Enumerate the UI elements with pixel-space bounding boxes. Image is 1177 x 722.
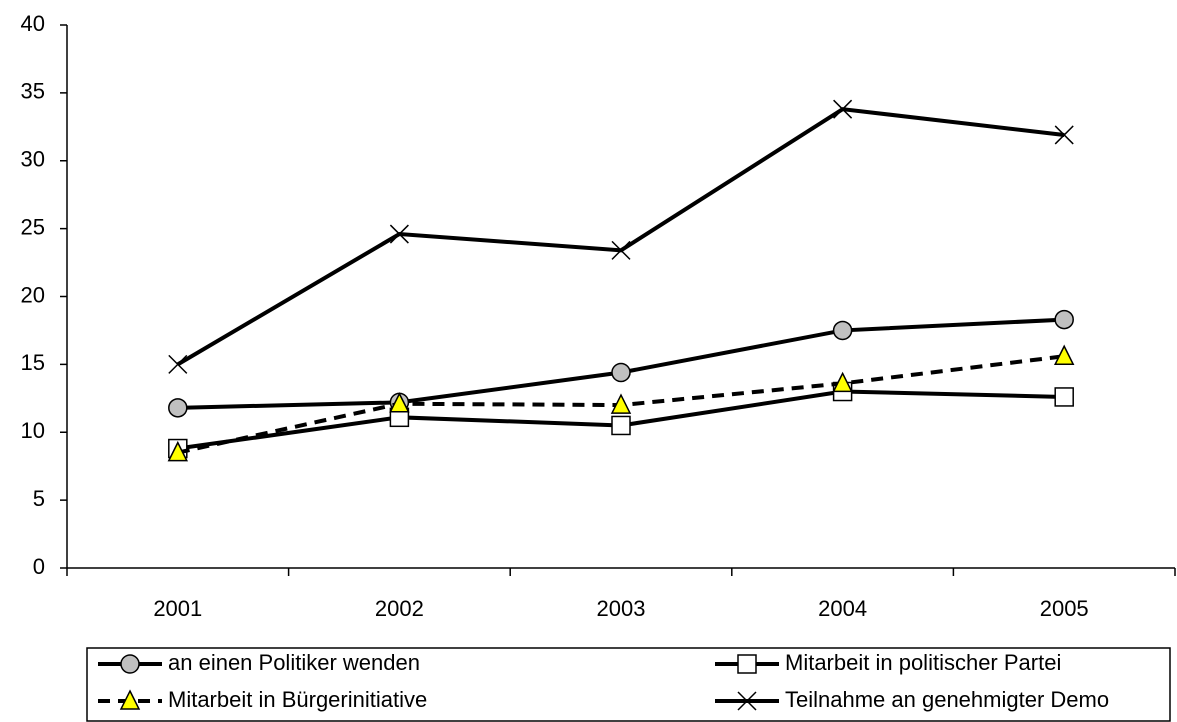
marker [833,99,853,119]
marker [120,654,140,674]
legend-label: Mitarbeit in politischer Partei [785,650,1061,675]
x-tick-label: 2005 [1040,596,1089,621]
marker [167,440,189,462]
y-tick-label: 30 [21,147,45,172]
legend-frame [86,647,1171,722]
marker [1054,309,1074,330]
marker [832,320,853,341]
marker [1054,387,1074,407]
y-tick-label: 25 [21,214,45,239]
legend-label: an einen Politiker wenden [168,650,420,675]
marker [168,398,188,418]
marker [1054,125,1074,145]
legend-label: Teilnahme an genehmigter Demo [785,687,1109,712]
y-tick-label: 15 [21,350,45,375]
x-tick-label: 2003 [597,596,646,621]
marker [737,654,757,674]
legend-label: Mitarbeit in Bürgerinitiative [168,687,427,712]
marker [389,224,409,244]
y-tick-label: 10 [21,418,45,443]
y-tick-label: 35 [21,79,45,104]
marker [168,354,188,374]
marker [832,371,853,393]
marker [737,691,757,711]
y-tick-label: 40 [21,11,45,36]
x-tick-label: 2004 [818,596,867,621]
y-tick-label: 5 [33,486,45,511]
y-tick-label: 0 [33,554,45,579]
marker [611,362,631,383]
marker [119,689,141,710]
x-tick-label: 2002 [375,596,424,621]
marker [611,415,631,436]
x-tick-label: 2001 [153,596,202,621]
marker [611,240,631,260]
marker [1053,344,1075,365]
y-tick-label: 20 [21,282,45,307]
marker [610,393,632,414]
marker [389,392,410,413]
